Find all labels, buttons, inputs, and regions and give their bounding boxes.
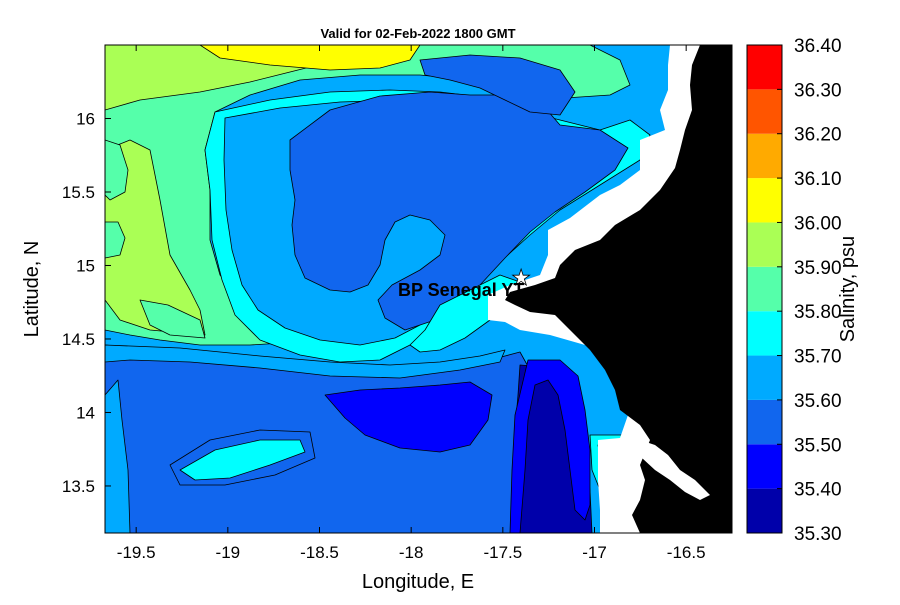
colorbar-tick-label: 35.90 [794,258,842,279]
x-tick-label: -19 [216,543,241,562]
x-tick-label: -18 [399,543,424,562]
x-tick-label: -16.5 [667,543,706,562]
salinity-region-south-blue [324,381,493,453]
colorbar-tick-label: 35.80 [794,302,842,323]
x-tick-label: -19.5 [117,543,156,562]
plot-frame [104,44,733,534]
y-tick-label: 14 [76,403,95,422]
colorbar-tick-label: 36.10 [794,169,842,190]
x-tick-label: -17.5 [483,543,522,562]
salinity-region-south-streak [105,344,506,379]
salinity-region-west-higher [105,139,206,336]
colorbar-swatch [747,89,782,134]
y-tick-label: 14.5 [62,330,95,349]
salinity-region-north-darkblue [419,54,576,116]
salinity-region-south-blue-ring [169,429,316,486]
salinity-region-southwest-blue [105,379,131,533]
colorbar-ticks: 35.30 35.40 35.50 35.60 35.70 35.80 35.90 36.00… [777,36,842,545]
colorbar-swatch [747,45,782,90]
colorbar-tick-label: 35.50 [794,435,842,456]
colorbar-tick-label: 36.20 [794,125,842,146]
colorbar-tick-label: 36.40 [794,36,842,57]
x-tick-label: -17 [582,543,607,562]
colorbar-swatch [747,266,782,312]
colorbar-label: Salinity, psu [837,236,859,342]
colorbar-tick-label: 36.00 [794,213,842,234]
colorbar-tick-label: 35.30 [794,524,842,545]
colorbar [747,45,782,533]
star-icon: ★ [511,265,531,290]
salinity-region-west-pocket-b [105,221,126,259]
colorbar-tick-label: 35.40 [794,480,842,501]
land-gambia-estuary [640,440,710,500]
salinity-region-coastal-low [509,359,591,533]
y-tick-label: 13.5 [62,477,95,496]
salinity-region-north-highest [199,45,421,71]
salinity-region-west-pocket-c [139,299,206,339]
colorbar-swatch [747,311,782,356]
salinity-field [105,45,732,533]
colorbar-swatch [747,178,782,223]
colorbar-swatch [747,222,782,267]
station-label: BP Senegal YT [398,280,524,300]
x-tick-label: -18.5 [300,543,339,562]
y-tick-label: 15.5 [62,183,95,202]
y-tick-label: 16 [76,109,95,128]
land-mass [505,45,732,533]
colorbar-frame [746,44,783,534]
colorbar-tick-label: 36.30 [794,80,842,101]
colorbar-swatch [747,444,782,489]
y-tick-label: 15 [76,256,95,275]
colorbar-tick-label: 35.60 [794,391,842,412]
y-axis-ticks: 16 15.5 15 14.5 14 13.5 [62,109,732,496]
figure-title: Valid for 02-Feb-2022 1800 GMT [320,26,515,41]
y-axis-label: Latitude, N [21,241,43,338]
colorbar-swatch [747,399,782,445]
colorbar-swatch [747,133,782,179]
colorbar-tick-label: 35.70 [794,347,842,368]
colorbar-swatch [747,355,782,400]
colorbar-swatch [747,488,782,533]
x-axis-label: Longitude, E [362,571,474,593]
salinity-region-west-pocket-a [105,139,129,201]
x-axis-ticks: -19.5 -19 -18.5 -18 -17.5 -17 -16.5 [117,45,706,562]
salinity-region-south-cyan-blob [179,439,306,481]
